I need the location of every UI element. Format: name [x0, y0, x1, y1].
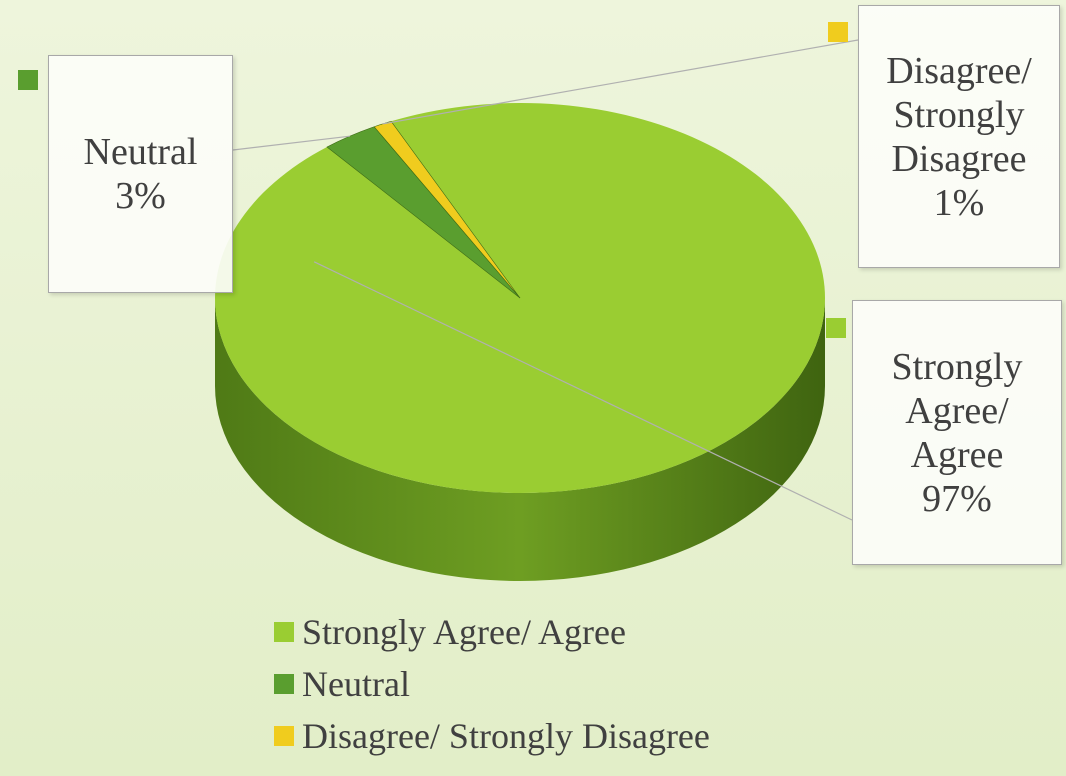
label-category: Disagree/ Strongly Disagree — [886, 49, 1032, 180]
label-value: 97% — [922, 477, 992, 520]
legend-swatch — [274, 674, 294, 694]
leader-line — [313, 261, 853, 521]
leader-line — [382, 39, 859, 125]
label-category: Neutral — [83, 131, 198, 173]
label-value: 1% — [933, 181, 985, 224]
legend-label: Strongly Agree/ Agree — [302, 612, 626, 652]
legend-swatch — [274, 622, 294, 642]
label-key — [828, 22, 848, 42]
label-key — [18, 70, 38, 90]
data-label: Strongly Agree/ Agree 97% — [852, 300, 1062, 565]
legend-entry: Neutral — [274, 658, 710, 710]
label-category: Strongly Agree/ Agree — [891, 345, 1023, 476]
label-key — [826, 318, 846, 338]
legend-entry: Strongly Agree/ Agree — [274, 606, 710, 658]
data-label: Neutral 3% — [48, 55, 233, 293]
label-value: 3% — [115, 175, 166, 217]
leader-line — [232, 135, 350, 151]
data-label: Disagree/ Strongly Disagree 1% — [858, 5, 1060, 268]
legend-label: Neutral — [302, 664, 410, 704]
legend: Strongly Agree/ Agree Neutral Disagree/ St… — [274, 606, 710, 762]
legend-label: Disagree/ Strongly Disagree — [302, 716, 710, 756]
slice — [373, 120, 521, 299]
legend-swatch — [274, 726, 294, 746]
legend-entry: Disagree/ Strongly Disagree — [274, 710, 710, 762]
slice-side — [215, 298, 825, 581]
